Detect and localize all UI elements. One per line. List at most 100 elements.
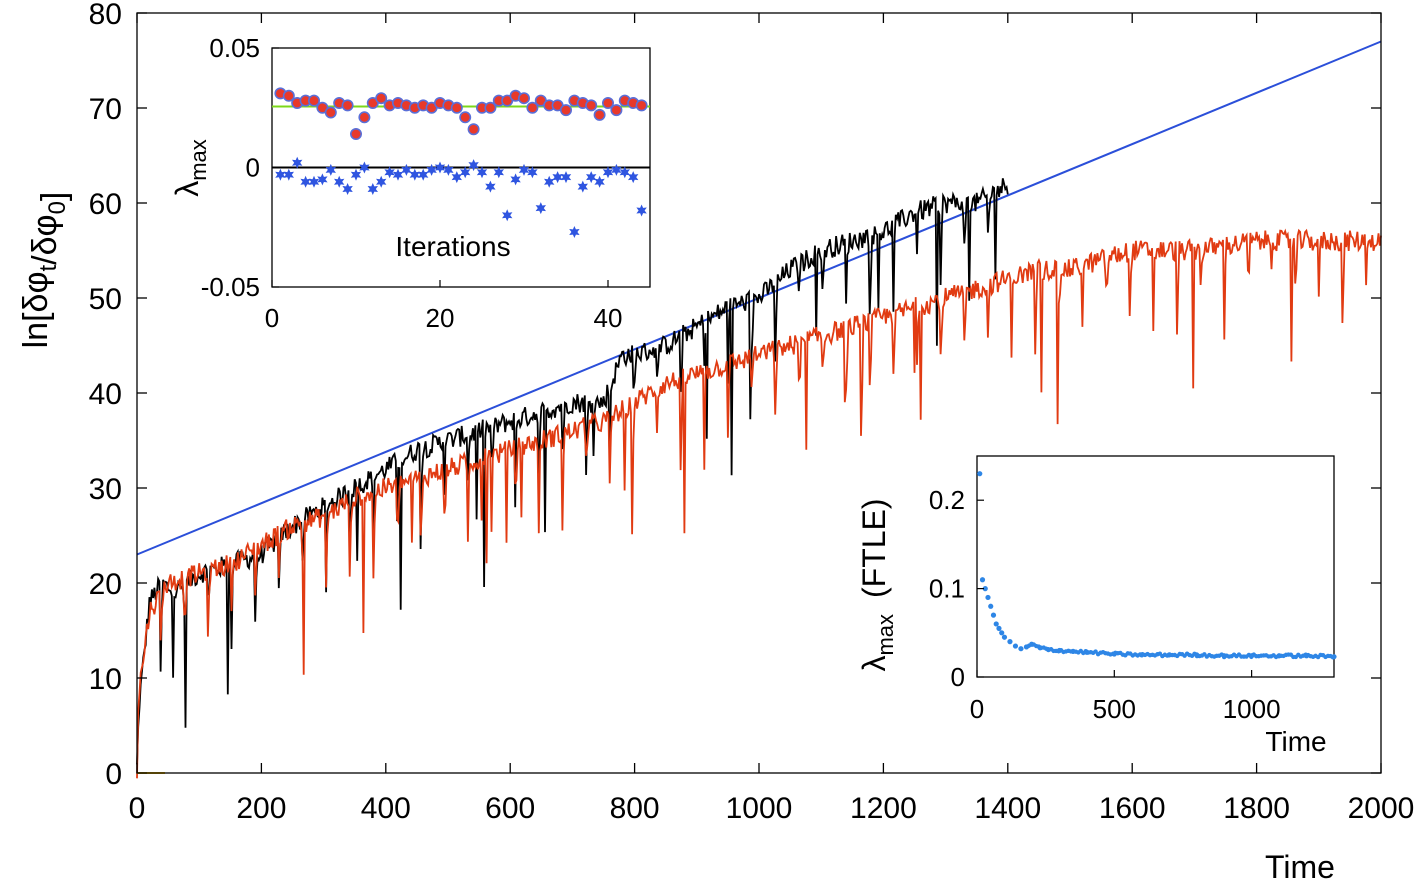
inset2-x-axis-label: Time bbox=[1265, 726, 1326, 757]
star-point bbox=[493, 166, 504, 179]
y-tick-label: 30 bbox=[89, 473, 122, 506]
star-point bbox=[468, 159, 479, 172]
ftle-point bbox=[990, 612, 997, 618]
star-point bbox=[384, 166, 395, 179]
ftle-point bbox=[985, 594, 991, 601]
y-axis-label: ln[δφt/δφ0] bbox=[17, 192, 73, 349]
inset2-y-label-suffix: (FTLE) bbox=[856, 498, 892, 598]
star-point bbox=[636, 204, 647, 217]
star-point bbox=[552, 171, 563, 184]
star-point bbox=[275, 168, 286, 181]
circle-point bbox=[526, 101, 539, 114]
y-tick-label: 0 bbox=[105, 758, 122, 791]
ftle-point bbox=[977, 471, 983, 477]
circle-point bbox=[593, 108, 606, 121]
circle-point bbox=[375, 92, 388, 105]
star-point bbox=[535, 202, 546, 215]
star-point bbox=[460, 166, 471, 179]
star-point bbox=[292, 156, 303, 169]
x-tick-label: 1200 bbox=[850, 792, 917, 825]
inset1-y-tick-label: 0.05 bbox=[209, 33, 260, 63]
inset2-y-axis-label: λmax (FTLE) bbox=[856, 498, 898, 671]
x-tick-label: 1400 bbox=[974, 792, 1041, 825]
ftle-point bbox=[996, 625, 1002, 631]
y-axis-label-part: ] bbox=[35, 192, 73, 201]
y-axis-label-part: /δφ bbox=[26, 214, 64, 264]
ftle-point bbox=[1001, 634, 1008, 640]
star-point bbox=[577, 180, 588, 193]
inset1-x-tick-label: 20 bbox=[426, 303, 455, 333]
x-tick-label: 1000 bbox=[726, 792, 793, 825]
circle-point bbox=[467, 123, 480, 136]
star-point bbox=[527, 166, 538, 179]
inset1-y-label-symbol: λ bbox=[169, 181, 205, 197]
star-point bbox=[409, 168, 420, 181]
ftle-point bbox=[1007, 639, 1013, 645]
ftle-point bbox=[999, 630, 1005, 636]
ftle-point bbox=[979, 577, 986, 583]
star-point bbox=[619, 166, 630, 179]
inset2-x-tick-label: 500 bbox=[1093, 694, 1136, 724]
circle-point bbox=[358, 111, 371, 124]
y-tick-label: 60 bbox=[89, 188, 122, 221]
inset2-y-label-subscript: max bbox=[873, 614, 898, 656]
star-point bbox=[569, 226, 580, 238]
inset2-x-tick-label: 1000 bbox=[1223, 694, 1281, 724]
ftle-point bbox=[1018, 646, 1024, 652]
star-point bbox=[317, 173, 328, 186]
star-point bbox=[283, 168, 294, 181]
x-tick-label: 1600 bbox=[1099, 792, 1166, 825]
circle-point bbox=[585, 99, 598, 112]
ftle-point bbox=[1330, 655, 1336, 660]
star-point bbox=[594, 175, 605, 188]
inset1-x-tick-label: 40 bbox=[594, 303, 623, 333]
star-point bbox=[443, 163, 454, 176]
circle-point bbox=[307, 94, 320, 107]
ftle-point bbox=[1012, 643, 1019, 649]
circle-point bbox=[282, 89, 295, 102]
inset2-y-tick-label: 0.2 bbox=[929, 485, 965, 515]
star-point bbox=[418, 168, 429, 181]
y-tick-label: 80 bbox=[89, 0, 122, 31]
star-point bbox=[325, 163, 336, 176]
ftle-point bbox=[982, 586, 988, 592]
inset1-x-axis-label: Iterations bbox=[395, 231, 510, 262]
y-axis-label-part: ln[δφ bbox=[17, 272, 55, 349]
star-point bbox=[485, 180, 496, 193]
star-point bbox=[451, 171, 462, 184]
y-tick-label: 50 bbox=[89, 283, 122, 316]
inset2-y-tick-label: 0.1 bbox=[929, 574, 965, 604]
x-tick-label: 1800 bbox=[1223, 792, 1290, 825]
star-point bbox=[342, 183, 353, 195]
star-point bbox=[502, 209, 513, 222]
circle-point bbox=[635, 99, 648, 112]
star-point bbox=[300, 175, 311, 188]
star-point bbox=[359, 161, 370, 174]
star-point bbox=[334, 175, 345, 188]
circle-point bbox=[517, 92, 530, 105]
star-point bbox=[602, 166, 614, 179]
circle-point bbox=[459, 111, 472, 124]
circle-point bbox=[324, 106, 337, 119]
y-tick-label: 20 bbox=[89, 568, 122, 601]
x-tick-label: 2000 bbox=[1348, 792, 1415, 825]
ftle-point bbox=[988, 603, 994, 609]
y-axis-label-subscript: 0 bbox=[44, 201, 71, 214]
main-plot: 0 200 400 600 800 1000 1200 1400 1600 1800 2000010… bbox=[17, 0, 1414, 883]
star-point bbox=[628, 171, 639, 184]
x-tick-label: 0 bbox=[129, 792, 146, 825]
orange-series-line bbox=[136, 228, 1382, 779]
circle-point bbox=[450, 101, 463, 114]
star-point bbox=[560, 171, 572, 184]
inset1-y-axis-label: λmax bbox=[169, 139, 211, 197]
x-tick-label: 400 bbox=[361, 792, 411, 825]
x-tick-label: 200 bbox=[236, 792, 286, 825]
circle-point bbox=[559, 104, 572, 117]
circle-point bbox=[601, 96, 614, 109]
inset2-y-tick-label: 0 bbox=[951, 662, 965, 692]
x-axis-label: Time bbox=[1265, 849, 1335, 883]
star-point bbox=[350, 168, 362, 181]
